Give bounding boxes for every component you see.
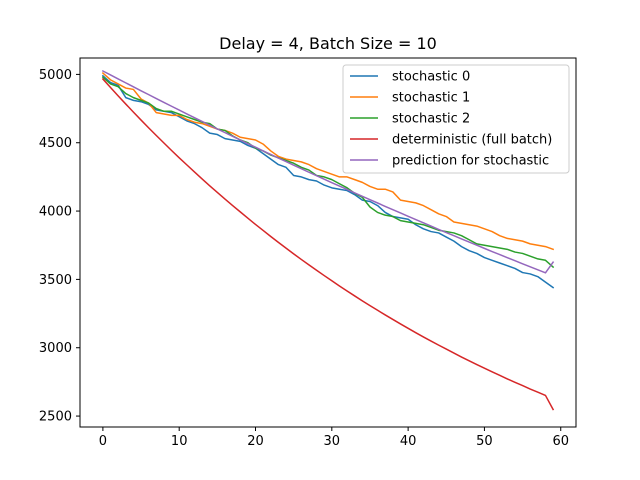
x-tick-label: 0 [99, 434, 107, 449]
y-tick-label: 4000 [39, 205, 72, 220]
y-tick-label: 2500 [39, 410, 72, 425]
legend-entries: stochastic 0 stochastic 1 stochastic 2 dete… [350, 70, 552, 169]
legend-label-3: deterministic (full batch) [392, 133, 552, 148]
y-tick-label: 3000 [39, 341, 72, 356]
x-tick-label: 20 [247, 434, 264, 449]
y-tick-label: 3500 [39, 273, 72, 288]
x-tick-label: 40 [400, 434, 417, 449]
chart-title: Delay = 4, Batch Size = 10 [219, 34, 437, 53]
legend-label-1: stochastic 1 [392, 91, 470, 106]
legend-label-4: prediction for stochastic [392, 154, 549, 169]
x-tick-label: 60 [552, 434, 569, 449]
x-tick-label: 30 [324, 434, 341, 449]
legend: stochastic 0 stochastic 1 stochastic 2 dete… [342, 64, 570, 174]
plot-area-frame [79, 57, 577, 428]
series-line-3 [101, 77, 555, 411]
series-line-1 [101, 71, 555, 251]
x-tick-label: 50 [476, 434, 493, 449]
legend-label-0: stochastic 0 [392, 70, 470, 85]
y-axis: 2500 3000 3500 4000 4500 5000 [39, 68, 80, 425]
series-line-4 [101, 69, 555, 274]
series-lines [101, 69, 555, 411]
y-tick-label: 5000 [39, 68, 72, 83]
x-axis: 0 10 20 30 40 50 60 [99, 427, 569, 449]
legend-box [342, 64, 570, 174]
series-line-2 [101, 76, 555, 269]
x-tick-label: 10 [171, 434, 188, 449]
legend-label-2: stochastic 2 [392, 112, 470, 127]
y-tick-label: 4500 [39, 136, 72, 151]
